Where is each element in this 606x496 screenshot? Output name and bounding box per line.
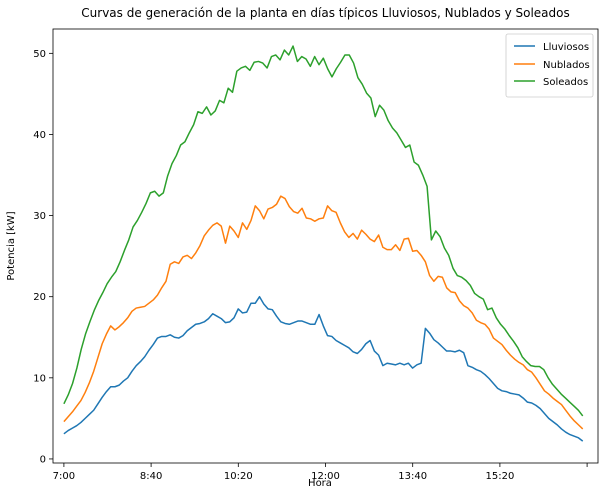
x-tick-label: 7:00	[53, 471, 75, 482]
legend-label-nublados: Nublados	[543, 60, 590, 71]
legend-label-lluviosos: Lluviosos	[543, 42, 589, 53]
y-tick-label: 20	[33, 292, 46, 303]
x-axis-title: Hora	[308, 478, 332, 489]
x-tick-label: 8:40	[140, 471, 162, 482]
y-axis-title: Potencia [kW]	[6, 211, 17, 280]
y-axis-ticks: 0 10 20 30 40 50	[33, 49, 53, 465]
y-tick-label: 50	[33, 49, 46, 60]
series-line-soleados	[63, 45, 584, 417]
x-tick-label: 12:00	[311, 471, 340, 482]
series-lines	[63, 45, 584, 442]
x-tick-label: 15:20	[485, 471, 514, 482]
x-axis-ticks: 7:00 8:40 10:20 12:00 13:40 15:20	[53, 463, 588, 482]
legend: Lluviosos Nublados Soleados	[505, 33, 594, 98]
chart-title: Curvas de generación de la planta en día…	[81, 6, 569, 20]
y-tick-label: 30	[33, 211, 46, 222]
y-tick-label: 10	[33, 373, 46, 384]
y-tick-label: 0	[40, 454, 46, 465]
legend-label-soleados: Soleados	[543, 77, 588, 88]
x-tick-label: 13:40	[398, 471, 427, 482]
series-line-lluviosos	[63, 295, 584, 442]
y-tick-label: 40	[33, 130, 46, 141]
x-tick-label: 10:20	[224, 471, 253, 482]
series-line-nublados	[63, 195, 584, 430]
